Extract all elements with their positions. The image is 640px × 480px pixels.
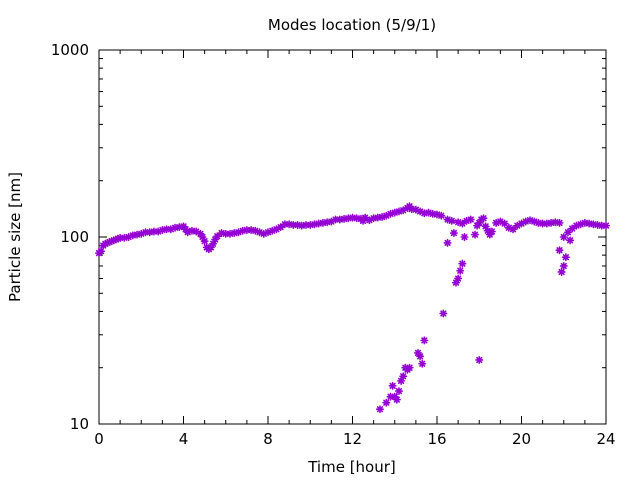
x-tick-label: 16 — [427, 430, 446, 448]
data-point — [392, 395, 401, 404]
data-point — [405, 363, 414, 372]
data-point — [458, 219, 467, 228]
data-point — [386, 392, 395, 401]
data-point — [568, 224, 577, 233]
data-point — [382, 398, 391, 407]
data-point — [399, 372, 408, 381]
data-point — [420, 336, 429, 345]
data-point — [559, 261, 568, 270]
x-tick-label: 20 — [512, 430, 531, 448]
y-tick-label: 100 — [60, 228, 89, 246]
data-point — [297, 221, 306, 230]
data-point — [500, 219, 509, 228]
data-point — [97, 247, 106, 256]
data-point — [162, 225, 171, 234]
data-point — [416, 352, 425, 361]
x-tick-label: 0 — [94, 430, 104, 448]
data-point — [399, 206, 408, 215]
data-point — [601, 221, 611, 230]
data-point — [487, 227, 496, 236]
data-point — [149, 227, 158, 236]
y-axis-label: Particle size [nm] — [6, 172, 24, 302]
x-axis-label: Time [hour] — [307, 458, 396, 476]
data-point — [466, 215, 475, 224]
data-point — [566, 236, 575, 245]
data-point — [221, 229, 230, 238]
x-tick-label: 12 — [343, 430, 362, 448]
data-point — [263, 228, 273, 237]
data-point — [394, 387, 403, 396]
data-point — [375, 405, 384, 414]
y-tick-label: 10 — [70, 415, 89, 433]
data-point — [454, 274, 463, 283]
data-points — [95, 202, 611, 414]
data-point — [449, 229, 458, 238]
data-point — [471, 230, 480, 239]
data-point — [447, 216, 456, 225]
data-point — [437, 211, 446, 220]
data-point — [456, 266, 465, 275]
x-tick-label: 8 — [263, 430, 273, 448]
data-point — [200, 237, 209, 246]
data-point — [460, 233, 469, 241]
data-point — [439, 309, 448, 318]
y-tick-label: 1000 — [51, 41, 89, 59]
data-point — [557, 267, 566, 276]
chart-title: Modes location (5/9/1) — [268, 16, 436, 34]
data-point — [388, 381, 397, 390]
x-tick-label: 4 — [179, 430, 189, 448]
data-point — [418, 359, 427, 368]
plot-frame — [98, 49, 607, 425]
data-point — [559, 233, 568, 241]
x-tick-labels: 0 4 8 12 16 20 24 — [94, 430, 615, 448]
data-point — [555, 218, 564, 227]
data-point — [479, 214, 488, 223]
data-point — [116, 233, 125, 242]
data-point — [561, 253, 570, 262]
y-tick-labels: 10 100 1000 — [51, 41, 89, 433]
data-point — [555, 246, 564, 255]
x-tick-label: 24 — [596, 430, 615, 448]
data-point — [458, 259, 467, 268]
data-point — [475, 355, 484, 364]
data-point — [443, 238, 452, 247]
